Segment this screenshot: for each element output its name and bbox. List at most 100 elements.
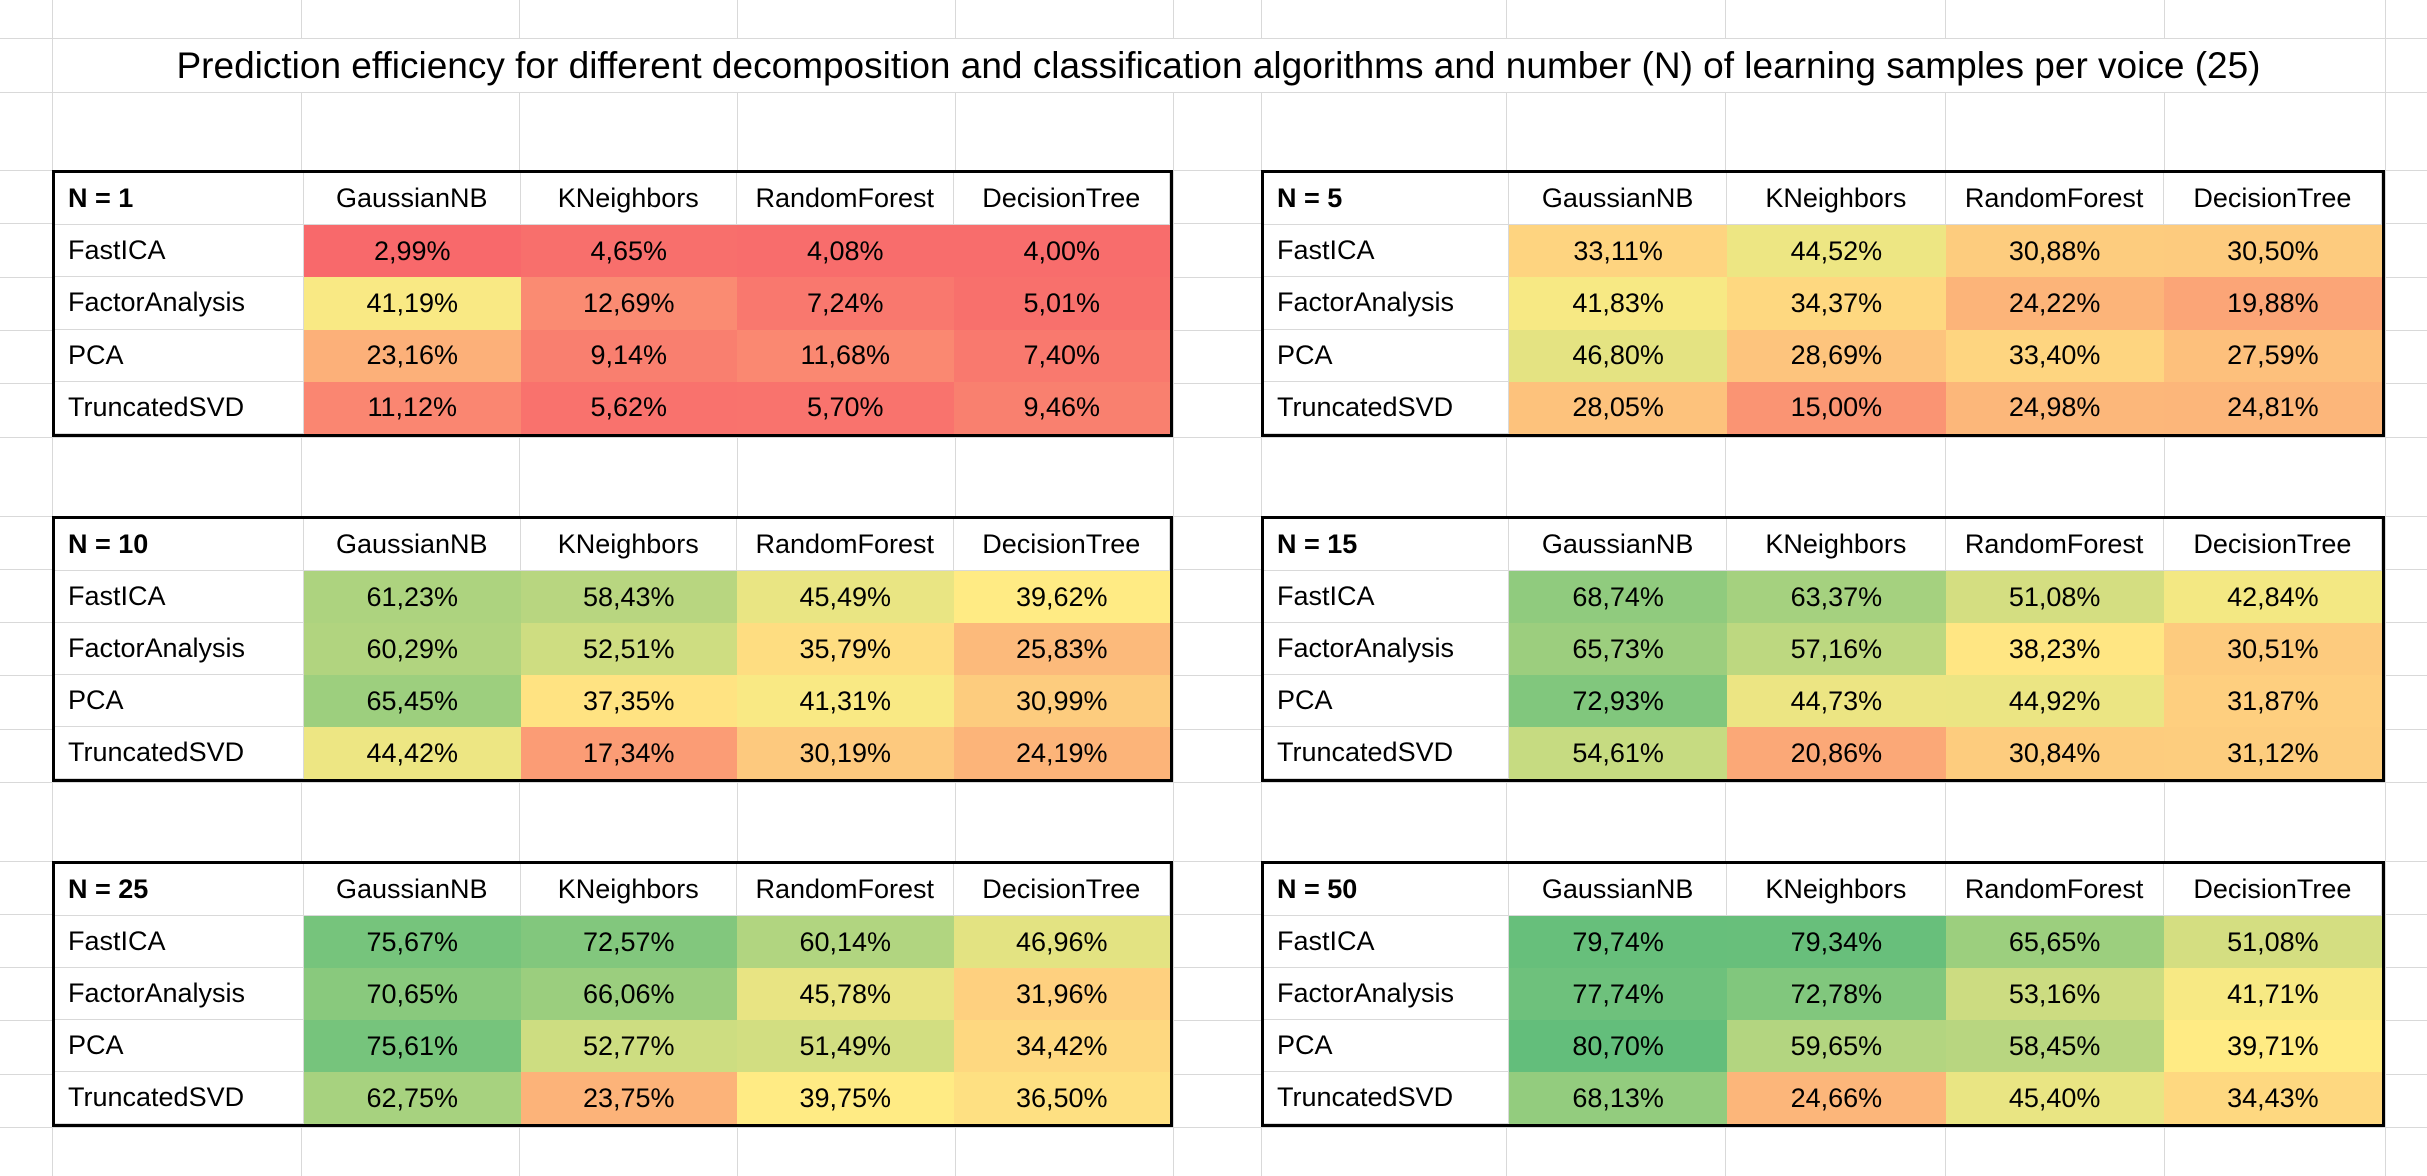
- row-label-truncatedsvd[interactable]: TruncatedSVD: [1264, 727, 1509, 779]
- value-cell[interactable]: 30,51%: [2163, 623, 2382, 675]
- row-label-pca[interactable]: PCA: [1264, 675, 1509, 727]
- row-label-factoranalysis[interactable]: FactorAnalysis: [1264, 968, 1509, 1020]
- column-header-decisiontree[interactable]: DecisionTree: [953, 864, 1170, 916]
- column-header-randomforest[interactable]: RandomForest: [1945, 519, 2164, 571]
- value-cell[interactable]: 24,22%: [1945, 277, 2164, 330]
- value-cell[interactable]: 23,16%: [304, 329, 521, 382]
- value-cell[interactable]: 61,23%: [304, 571, 521, 623]
- value-cell[interactable]: 72,57%: [520, 916, 737, 968]
- value-cell[interactable]: 17,34%: [520, 727, 737, 779]
- value-cell[interactable]: 30,84%: [1945, 727, 2164, 779]
- column-header-kneighbors[interactable]: KNeighbors: [1727, 173, 1946, 226]
- value-cell[interactable]: 72,78%: [1727, 968, 1946, 1020]
- value-cell[interactable]: 27,59%: [2163, 329, 2382, 382]
- row-label-fastica[interactable]: FastICA: [1264, 571, 1509, 623]
- value-cell[interactable]: 34,37%: [1727, 277, 1946, 330]
- value-cell[interactable]: 35,79%: [737, 623, 954, 675]
- row-label-fastica[interactable]: FastICA: [1264, 916, 1509, 968]
- column-header-gaussiannb[interactable]: GaussianNB: [1509, 519, 1728, 571]
- value-cell[interactable]: 44,73%: [1727, 675, 1946, 727]
- n-label-cell[interactable]: N = 1: [55, 173, 304, 226]
- row-label-fastica[interactable]: FastICA: [1264, 225, 1509, 278]
- value-cell[interactable]: 30,88%: [1945, 225, 2164, 278]
- value-cell[interactable]: 37,35%: [520, 675, 737, 727]
- value-cell[interactable]: 31,96%: [953, 968, 1170, 1020]
- n-label-cell[interactable]: N = 25: [55, 864, 304, 916]
- value-cell[interactable]: 63,37%: [1727, 571, 1946, 623]
- column-header-randomforest[interactable]: RandomForest: [1945, 173, 2164, 226]
- value-cell[interactable]: 7,40%: [953, 329, 1170, 382]
- value-cell[interactable]: 24,66%: [1727, 1072, 1946, 1124]
- row-label-truncatedsvd[interactable]: TruncatedSVD: [1264, 381, 1509, 434]
- column-header-decisiontree[interactable]: DecisionTree: [2163, 864, 2382, 916]
- value-cell[interactable]: 11,12%: [304, 381, 521, 434]
- value-cell[interactable]: 66,06%: [520, 968, 737, 1020]
- value-cell[interactable]: 44,92%: [1945, 675, 2164, 727]
- value-cell[interactable]: 30,50%: [2163, 225, 2382, 278]
- n-label-cell[interactable]: N = 50: [1264, 864, 1509, 916]
- row-label-factoranalysis[interactable]: FactorAnalysis: [55, 623, 304, 675]
- column-header-randomforest[interactable]: RandomForest: [737, 173, 954, 226]
- value-cell[interactable]: 5,70%: [737, 381, 954, 434]
- value-cell[interactable]: 54,61%: [1509, 727, 1728, 779]
- value-cell[interactable]: 51,08%: [1945, 571, 2164, 623]
- value-cell[interactable]: 41,83%: [1509, 277, 1728, 330]
- value-cell[interactable]: 24,81%: [2163, 381, 2382, 434]
- value-cell[interactable]: 62,75%: [304, 1072, 521, 1124]
- value-cell[interactable]: 41,19%: [304, 277, 521, 330]
- value-cell[interactable]: 5,62%: [520, 381, 737, 434]
- value-cell[interactable]: 30,19%: [737, 727, 954, 779]
- row-label-fastica[interactable]: FastICA: [55, 571, 304, 623]
- value-cell[interactable]: 45,49%: [737, 571, 954, 623]
- value-cell[interactable]: 19,88%: [2163, 277, 2382, 330]
- value-cell[interactable]: 33,11%: [1509, 225, 1728, 278]
- value-cell[interactable]: 34,42%: [953, 1020, 1170, 1072]
- value-cell[interactable]: 34,43%: [2163, 1072, 2382, 1124]
- value-cell[interactable]: 80,70%: [1509, 1020, 1728, 1072]
- value-cell[interactable]: 77,74%: [1509, 968, 1728, 1020]
- sheet-title-cell[interactable]: Prediction efficiency for different deco…: [53, 39, 2384, 92]
- value-cell[interactable]: 53,16%: [1945, 968, 2164, 1020]
- value-cell[interactable]: 39,75%: [737, 1072, 954, 1124]
- value-cell[interactable]: 25,83%: [953, 623, 1170, 675]
- value-cell[interactable]: 75,61%: [304, 1020, 521, 1072]
- value-cell[interactable]: 41,71%: [2163, 968, 2382, 1020]
- n-label-cell[interactable]: N = 10: [55, 519, 304, 571]
- value-cell[interactable]: 51,49%: [737, 1020, 954, 1072]
- value-cell[interactable]: 24,19%: [953, 727, 1170, 779]
- value-cell[interactable]: 2,99%: [304, 225, 521, 278]
- value-cell[interactable]: 65,45%: [304, 675, 521, 727]
- n-label-cell[interactable]: N = 15: [1264, 519, 1509, 571]
- value-cell[interactable]: 39,71%: [2163, 1020, 2382, 1072]
- row-label-pca[interactable]: PCA: [1264, 1020, 1509, 1072]
- column-header-randomforest[interactable]: RandomForest: [1945, 864, 2164, 916]
- column-header-kneighbors[interactable]: KNeighbors: [520, 173, 737, 226]
- value-cell[interactable]: 20,86%: [1727, 727, 1946, 779]
- value-cell[interactable]: 12,69%: [520, 277, 737, 330]
- value-cell[interactable]: 31,12%: [2163, 727, 2382, 779]
- row-label-truncatedsvd[interactable]: TruncatedSVD: [55, 727, 304, 779]
- value-cell[interactable]: 51,08%: [2163, 916, 2382, 968]
- value-cell[interactable]: 68,74%: [1509, 571, 1728, 623]
- column-header-kneighbors[interactable]: KNeighbors: [1727, 519, 1946, 571]
- value-cell[interactable]: 30,99%: [953, 675, 1170, 727]
- value-cell[interactable]: 15,00%: [1727, 381, 1946, 434]
- value-cell[interactable]: 9,14%: [520, 329, 737, 382]
- value-cell[interactable]: 72,93%: [1509, 675, 1728, 727]
- row-label-pca[interactable]: PCA: [55, 1020, 304, 1072]
- row-label-fastica[interactable]: FastICA: [55, 225, 304, 278]
- value-cell[interactable]: 70,65%: [304, 968, 521, 1020]
- value-cell[interactable]: 33,40%: [1945, 329, 2164, 382]
- column-header-gaussiannb[interactable]: GaussianNB: [304, 173, 521, 226]
- value-cell[interactable]: 52,77%: [520, 1020, 737, 1072]
- value-cell[interactable]: 68,13%: [1509, 1072, 1728, 1124]
- row-label-truncatedsvd[interactable]: TruncatedSVD: [55, 1072, 304, 1124]
- row-label-pca[interactable]: PCA: [55, 675, 304, 727]
- value-cell[interactable]: 4,08%: [737, 225, 954, 278]
- column-header-gaussiannb[interactable]: GaussianNB: [304, 519, 521, 571]
- column-header-kneighbors[interactable]: KNeighbors: [520, 864, 737, 916]
- value-cell[interactable]: 41,31%: [737, 675, 954, 727]
- value-cell[interactable]: 58,45%: [1945, 1020, 2164, 1072]
- column-header-randomforest[interactable]: RandomForest: [737, 864, 954, 916]
- value-cell[interactable]: 65,73%: [1509, 623, 1728, 675]
